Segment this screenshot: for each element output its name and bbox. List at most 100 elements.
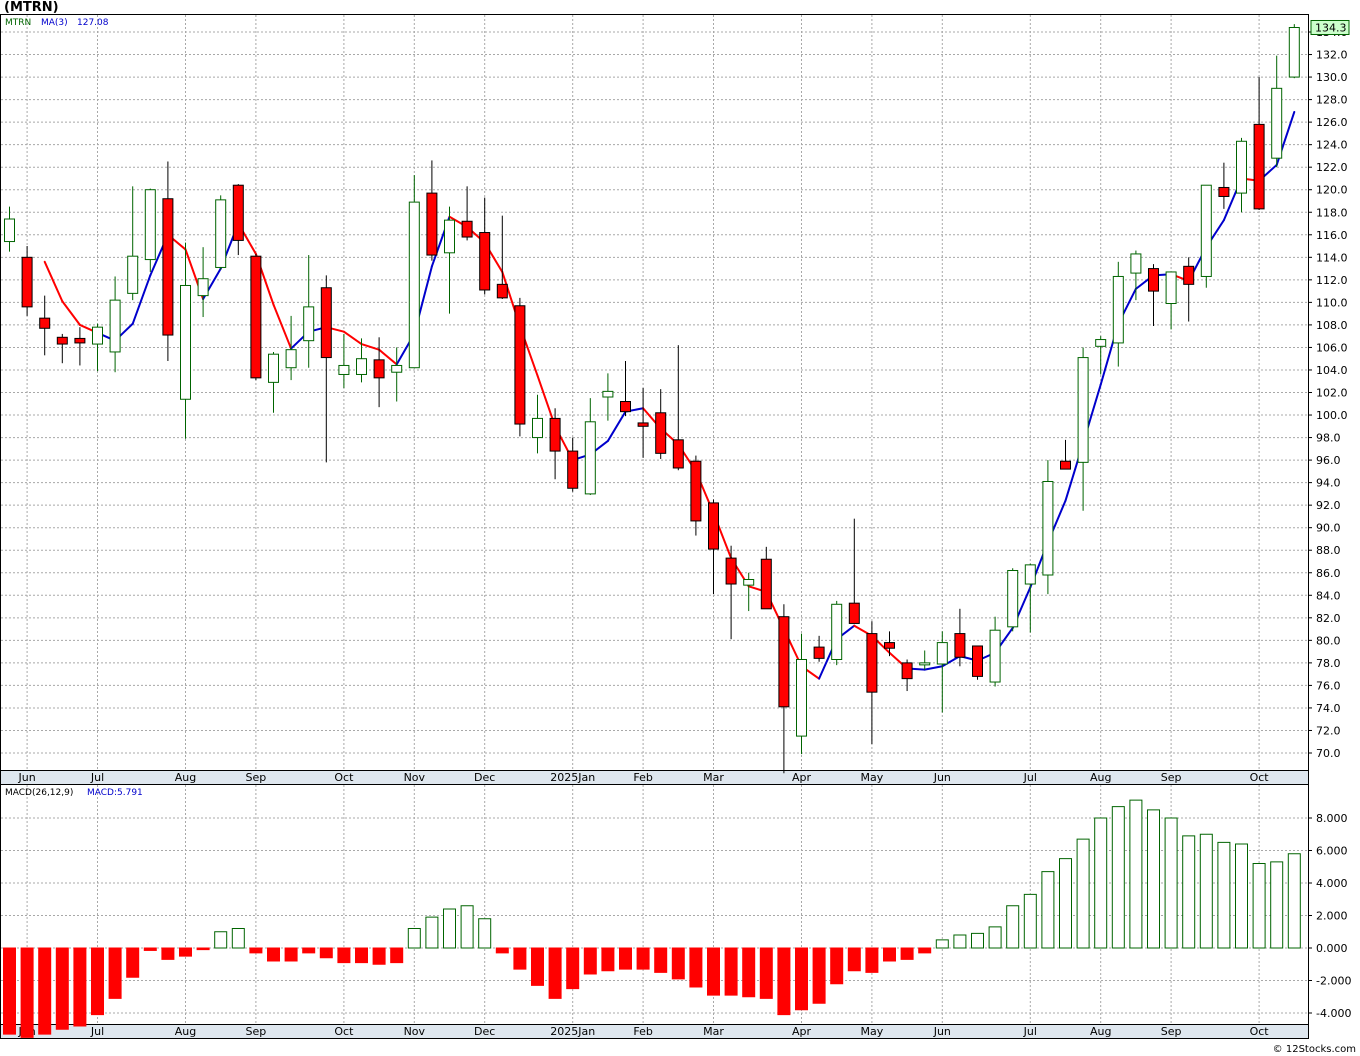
price-tick-label: 80.0	[1316, 634, 1341, 647]
macd-bar-negative	[55, 947, 69, 1030]
candle-body	[813, 646, 825, 659]
candle-body	[479, 232, 491, 291]
macd-bar-negative	[337, 947, 351, 964]
candle-body	[655, 412, 667, 454]
macd-x-label: Sep	[1161, 1025, 1182, 1038]
macd-tick-label: 8.000	[1316, 812, 1348, 825]
ma-segment	[43, 260, 64, 303]
price-x-label: Oct	[1250, 771, 1270, 784]
candle-up	[4, 206, 15, 252]
candle-up	[303, 255, 315, 368]
price-tick-label: 88.0	[1316, 544, 1341, 557]
macd-bar-positive	[1235, 843, 1248, 949]
candle-body	[426, 192, 438, 256]
macd-bar-positive	[425, 916, 439, 949]
macd-bar-positive	[1287, 853, 1301, 949]
candle-down	[461, 186, 473, 241]
candle-body	[1271, 87, 1283, 159]
macd-x-label: Oct	[1250, 1025, 1270, 1038]
candle-body	[831, 603, 843, 660]
macd-x-label: Apr	[792, 1025, 812, 1038]
candle-down	[74, 327, 86, 366]
last-price-label: 134.3	[1315, 21, 1347, 34]
macd-bar-positive	[231, 928, 245, 949]
candle-up	[1007, 568, 1019, 632]
candle-body	[1060, 460, 1071, 470]
candle-body	[972, 645, 983, 677]
macd-bar-positive	[1182, 835, 1196, 949]
price-tick-label: 128.0	[1316, 94, 1348, 107]
copyright-credit: © 12Stocks.com	[1272, 1044, 1356, 1055]
macd-bar-positive	[1076, 838, 1090, 949]
candle-up	[444, 206, 455, 314]
macd-x-label: Sep	[246, 1025, 267, 1038]
candle-down	[725, 545, 737, 640]
ma-segment	[61, 300, 81, 326]
candle-up	[180, 242, 191, 439]
price-tick-label: 114.0	[1316, 251, 1348, 264]
candle-down	[901, 659, 913, 692]
candle-up	[1042, 460, 1054, 595]
candle-body	[1077, 357, 1089, 463]
candle-down	[232, 184, 244, 256]
candle-up	[743, 572, 755, 612]
candle-down	[655, 389, 667, 459]
macd-bar-positive	[1129, 799, 1143, 949]
candle-down	[479, 197, 491, 295]
price-tick-label: 82.0	[1316, 612, 1341, 625]
candle-down	[637, 387, 649, 458]
candle-down	[778, 604, 790, 774]
price-tick-label: 112.0	[1316, 274, 1348, 287]
price-x-label: May	[861, 771, 884, 784]
macd-bar-negative	[900, 947, 914, 960]
candle-body	[250, 255, 262, 379]
candle-body	[496, 283, 508, 299]
macd-x-label: Aug	[1090, 1025, 1111, 1038]
candle-down	[1183, 257, 1195, 322]
price-tick-label: 84.0	[1316, 589, 1341, 602]
macd-bar-positive	[460, 905, 474, 949]
candle-down	[884, 631, 895, 657]
candle-body	[461, 220, 473, 238]
candle-up	[408, 175, 420, 369]
macd-bar-negative	[143, 947, 157, 951]
candle-body	[672, 439, 684, 469]
price-x-label: Feb	[633, 771, 652, 784]
candle-body	[760, 558, 772, 610]
macd-bar-negative	[601, 947, 615, 972]
candle-body	[338, 364, 350, 375]
macd-bar-negative	[38, 947, 52, 1035]
macd-tick-label: -4.000	[1316, 1007, 1351, 1020]
price-tick-label: 86.0	[1316, 567, 1341, 580]
macd-bar-negative	[302, 947, 316, 954]
candle-body	[796, 658, 807, 737]
candle-body	[232, 184, 244, 241]
price-x-label: Aug	[175, 771, 196, 784]
candle-body	[268, 353, 279, 383]
price-tick-label: 78.0	[1316, 657, 1341, 670]
candle-body	[514, 305, 526, 425]
macd-x-label: May	[861, 1025, 884, 1038]
macd-bar-positive	[988, 926, 1002, 949]
candlestick-series	[4, 24, 1300, 774]
price-tick-label: 108.0	[1316, 319, 1348, 332]
price-x-label: Mar	[703, 771, 724, 784]
macd-bar-positive	[478, 918, 492, 949]
macd-bar-positive	[1006, 905, 1020, 949]
candle-up	[602, 373, 614, 421]
price-x-label: Sep	[246, 771, 267, 784]
macd-tick-label: -2.000	[1316, 975, 1351, 988]
price-tick-label: 116.0	[1316, 229, 1348, 242]
price-tick-label: 70.0	[1316, 747, 1341, 760]
candle-body	[1112, 275, 1124, 344]
candle-body	[215, 199, 227, 268]
macd-bar-negative	[73, 947, 87, 1027]
candle-body	[1042, 480, 1054, 576]
macd-bar-negative	[883, 947, 896, 962]
candle-body	[584, 421, 596, 495]
price-tick-label: 72.0	[1316, 724, 1341, 737]
macd-bar-negative	[707, 947, 720, 996]
macd-bar-positive	[1111, 806, 1125, 949]
candle-body	[1288, 26, 1300, 78]
candle-down	[672, 345, 684, 471]
